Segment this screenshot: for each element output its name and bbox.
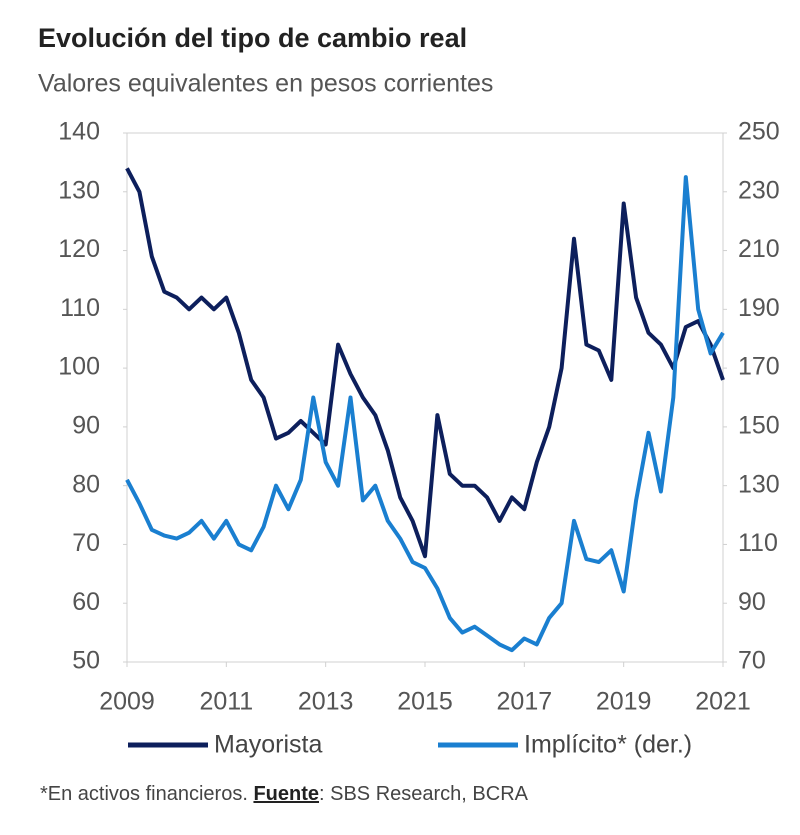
y2-tick-label: 190 (738, 294, 780, 322)
legend-label: Mayorista (214, 731, 322, 759)
y-tick-label: 140 (58, 118, 100, 146)
y-tick-label: 130 (58, 176, 100, 204)
x-tick-label: 2015 (397, 688, 453, 716)
y-tick-label: 60 (72, 588, 100, 616)
x-tick-label: 2019 (596, 688, 652, 716)
y2-tick-label: 90 (738, 588, 766, 616)
x-tick-label: 2013 (298, 688, 354, 716)
chart-subtitle: Valores equivalentes en pesos corrientes (38, 70, 493, 98)
footnote: *En activos financieros. Fuente: SBS Res… (40, 783, 529, 805)
source-label: Fuente (253, 783, 319, 805)
plot-frame (126, 132, 724, 663)
note-text: *En activos financieros. (40, 783, 248, 805)
y2-tick-label: 210 (738, 235, 780, 263)
legend-label: Implícito* (der.) (524, 731, 692, 759)
y-tick-label: 80 (72, 470, 100, 498)
y2-tick-label: 130 (738, 470, 780, 498)
chart-title: Evolución del tipo de cambio real (38, 23, 467, 53)
series-line (125, 167, 725, 559)
y-tick-label: 110 (60, 294, 100, 322)
source-text: : SBS Research, BCRA (319, 783, 529, 805)
y2-tick-label: 250 (738, 118, 780, 146)
y2-tick-label: 150 (738, 411, 780, 439)
y-tick-label: 120 (58, 235, 100, 263)
y-tick-label: 90 (72, 411, 100, 439)
x-tick-label: 2009 (99, 688, 155, 716)
y2-tick-label: 70 (738, 647, 766, 675)
x-tick-label: 2011 (199, 688, 253, 716)
y2-tick-label: 170 (738, 353, 780, 381)
y-tick-label: 50 (72, 647, 100, 675)
y-tick-label: 100 (58, 353, 100, 381)
x-tick-label: 2021 (695, 688, 751, 716)
y-tick-label: 70 (72, 529, 100, 557)
series-line (125, 175, 725, 653)
y2-tick-label: 230 (738, 176, 780, 204)
x-tick-label: 2017 (497, 688, 553, 716)
y2-tick-label: 110 (738, 529, 778, 557)
